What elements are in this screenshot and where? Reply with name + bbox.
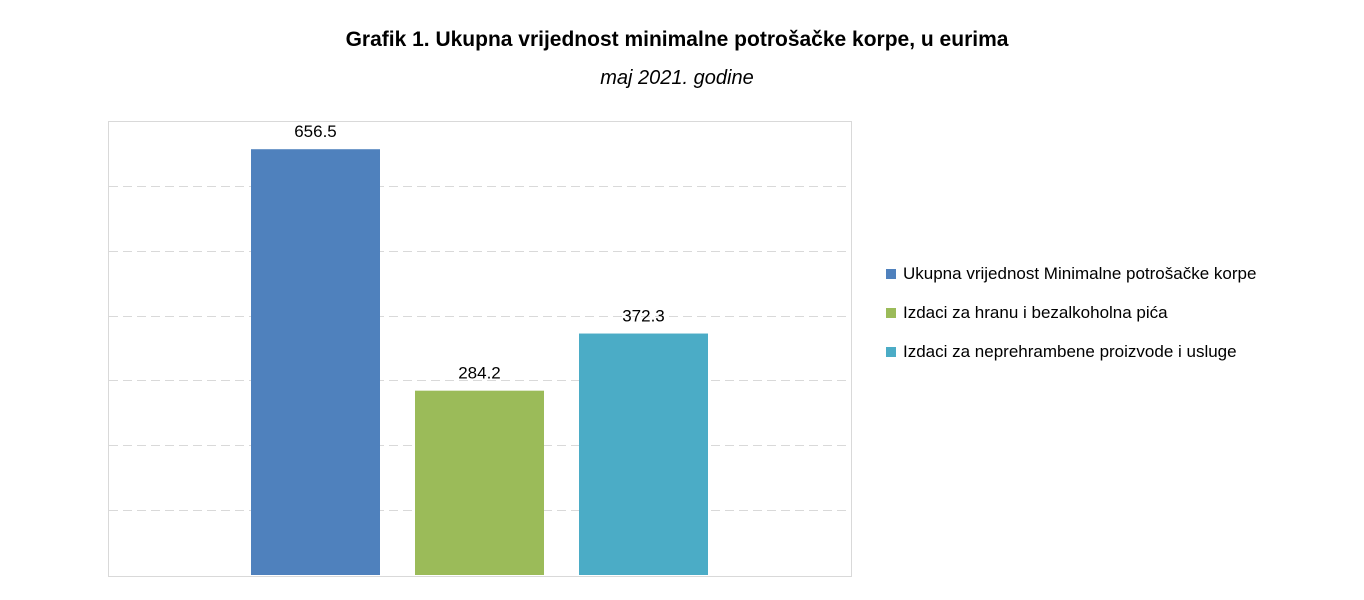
legend-item-food: Izdaci za hranu i bezalkoholna pića	[884, 301, 1284, 324]
data-label-1: 656.5	[294, 122, 337, 141]
legend-label-nonfood: Izdaci za neprehrambene proizvode i uslu…	[903, 342, 1237, 361]
chart-title: Grafik 1. Ukupna vrijednost minimalne po…	[345, 28, 1009, 51]
bar-3	[579, 333, 708, 575]
chart-subtitle: maj 2021. godine	[600, 67, 754, 89]
data-label-3: 372.3	[622, 307, 665, 326]
legend-swatch-total	[886, 269, 896, 279]
bar-2	[415, 390, 544, 575]
legend-item-total: Ukupna vrijednost Minimalne potrošačke k…	[884, 262, 1284, 285]
legend-label-total: Ukupna vrijednost Minimalne potrošačke k…	[903, 264, 1257, 283]
legend-swatch-food	[886, 308, 896, 318]
legend-item-nonfood: Izdaci za neprehrambene proizvode i uslu…	[884, 340, 1284, 363]
legend-swatch-nonfood	[886, 347, 896, 357]
data-label-2: 284.2	[458, 364, 501, 383]
chart-legend: Ukupna vrijednost Minimalne potrošačke k…	[884, 262, 1284, 363]
bar-1	[251, 149, 380, 575]
legend-label-food: Izdaci za hranu i bezalkoholna pića	[903, 303, 1168, 322]
